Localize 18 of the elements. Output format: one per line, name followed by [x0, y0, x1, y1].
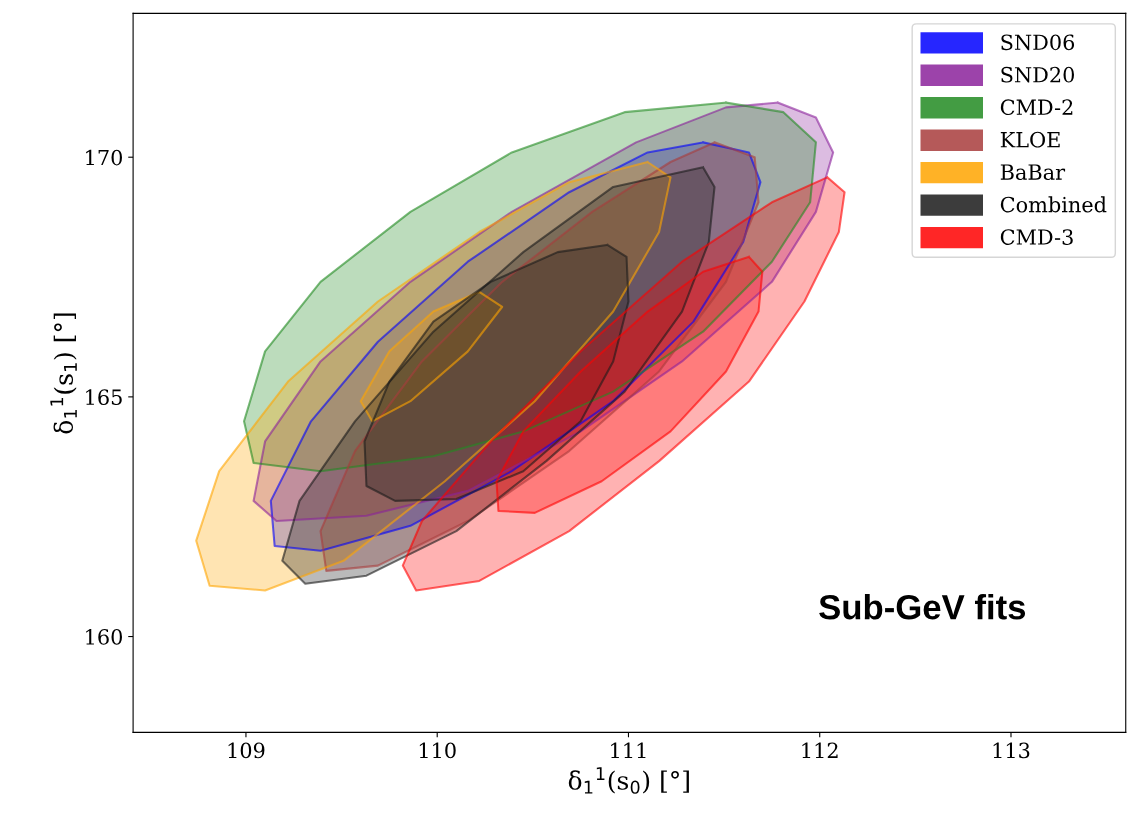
y-tick-label: 165 [86, 389, 122, 406]
x-tick-label: 110 [419, 742, 456, 759]
x-tick-label: 112 [802, 742, 838, 758]
x-tick-label: 109 [228, 742, 265, 759]
legend-label: CMD-3 [1000, 229, 1073, 245]
y-tick-label: 160 [86, 629, 122, 645]
legend-label: CMD-2 [1000, 99, 1073, 116]
legend-label: KLOE [1000, 131, 1060, 148]
legend-label: SND06 [1001, 34, 1075, 51]
y-axis-title: δ$_{1}$$^{1}$(s$_{1}$) [°] [50, 313, 77, 434]
legend-label: SND20 [1001, 66, 1074, 83]
y-tick-label: 170 [86, 149, 122, 166]
legend-label: BaBar [1000, 164, 1066, 180]
annotation: Sub-GeV fits [819, 594, 1026, 620]
legend-label: Combined [1000, 196, 1107, 213]
x-tick-label: 111 [611, 742, 646, 758]
x-axis-title: δ$_{1}$$^{1}$(s$_{0}$) [°] [568, 767, 689, 794]
x-tick-label: 113 [993, 742, 1030, 759]
